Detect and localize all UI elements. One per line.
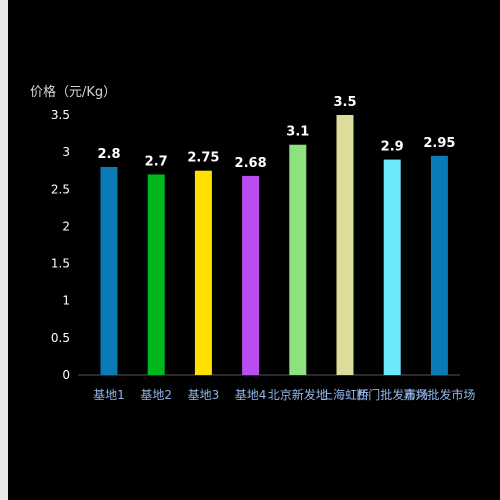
bar bbox=[147, 174, 165, 375]
data-label: 2.68 bbox=[235, 156, 267, 171]
x-tick-label: 西门批发市场 bbox=[356, 387, 428, 402]
y-tick-label: 2.5 bbox=[51, 182, 70, 196]
bar bbox=[100, 167, 118, 375]
x-tick-label: 基地1 bbox=[93, 388, 125, 402]
y-tick-label: 3.5 bbox=[51, 108, 70, 122]
x-tick-label: 上海虹桥 bbox=[321, 387, 369, 402]
data-label: 2.95 bbox=[423, 136, 455, 151]
y-tick-label: 2 bbox=[62, 219, 70, 233]
x-tick-label: 基地3 bbox=[188, 388, 220, 402]
x-tick-label: 嘉兴批发市场 bbox=[403, 387, 475, 402]
bar-chart: 价格（元/Kg） 0 0.5 1 1.5 2 2.5 3 3.5 2.8 2.7 2.75 2.68… bbox=[30, 84, 475, 402]
bar bbox=[242, 175, 260, 375]
data-label: 3.1 bbox=[286, 125, 309, 140]
data-label: 2.7 bbox=[145, 154, 168, 169]
data-label: 2.75 bbox=[187, 151, 219, 166]
bar bbox=[336, 115, 354, 375]
y-tick-label: 3 bbox=[62, 145, 70, 159]
bar bbox=[430, 155, 448, 375]
x-tick-label: 北京新发地 bbox=[268, 387, 328, 402]
y-axis-ticks: 0 0.5 1 1.5 2 2.5 3 3.5 bbox=[51, 108, 70, 382]
x-tick-label: 基地4 bbox=[235, 388, 267, 402]
y-tick-label: 1 bbox=[62, 294, 70, 308]
bar bbox=[289, 144, 307, 375]
data-label: 3.5 bbox=[333, 95, 356, 110]
y-axis-label: 价格（元/Kg） bbox=[30, 84, 116, 100]
bar bbox=[383, 159, 401, 375]
bar bbox=[194, 170, 212, 375]
y-tick-label: 0.5 bbox=[51, 331, 70, 345]
data-labels: 2.8 2.7 2.75 2.68 3.1 3.5 2.9 2.95 bbox=[97, 95, 455, 171]
bars bbox=[100, 115, 448, 375]
data-label: 2.9 bbox=[381, 140, 404, 155]
y-tick-label: 1.5 bbox=[51, 257, 70, 271]
chart-panel: 价格（元/Kg） 0 0.5 1 1.5 2 2.5 3 3.5 2.8 2.7 2.75 2.68… bbox=[8, 0, 500, 500]
x-tick-label: 基地2 bbox=[140, 388, 172, 402]
data-label: 2.8 bbox=[97, 147, 120, 162]
y-tick-label: 0 bbox=[62, 368, 70, 382]
